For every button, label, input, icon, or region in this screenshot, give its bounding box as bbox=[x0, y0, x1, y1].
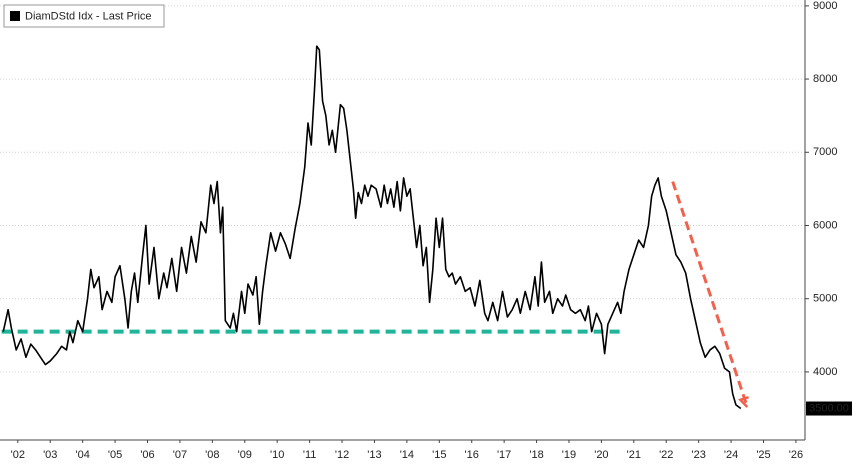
x-tick-label: '26 bbox=[789, 449, 803, 461]
x-tick-label: '07 bbox=[173, 449, 187, 461]
legend-label: DiamDStd Idx - Last Price bbox=[25, 10, 152, 22]
y-tick-label: 9000 bbox=[813, 0, 837, 12]
x-tick-label: '14 bbox=[400, 449, 414, 461]
x-tick-label: '25 bbox=[756, 449, 770, 461]
trend-arrow bbox=[671, 181, 749, 408]
x-tick-label: '22 bbox=[659, 449, 673, 461]
last-price-label: 3500.00 bbox=[809, 402, 849, 414]
legend-box bbox=[3, 4, 165, 28]
y-tick-label: 6000 bbox=[813, 219, 837, 231]
x-tick-label: '09 bbox=[238, 449, 252, 461]
series-line bbox=[2, 45, 742, 410]
arrow-head bbox=[738, 395, 749, 408]
x-tick-label: '06 bbox=[140, 449, 154, 461]
x-tick-label: '04 bbox=[76, 449, 90, 461]
y-tick-label: 8000 bbox=[813, 73, 837, 85]
x-tick-label: '05 bbox=[108, 449, 122, 461]
x-tick-label: '12 bbox=[335, 449, 349, 461]
x-tick-label: '15 bbox=[432, 449, 446, 461]
legend: DiamDStd Idx - Last Price bbox=[3, 4, 165, 28]
x-tick-label: '20 bbox=[594, 449, 608, 461]
x-tick-label: '03 bbox=[43, 449, 57, 461]
x-tick-label: '23 bbox=[691, 449, 705, 461]
x-tick-label: '24 bbox=[724, 449, 738, 461]
x-tick-label: '10 bbox=[270, 449, 284, 461]
y-tick-label: 4000 bbox=[813, 366, 837, 378]
x-tick-label: '19 bbox=[562, 449, 576, 461]
y-tick-label: 7000 bbox=[813, 146, 837, 158]
x-tick-label: '17 bbox=[497, 449, 511, 461]
x-tick-label: '16 bbox=[465, 449, 479, 461]
last-price-box bbox=[806, 401, 852, 416]
x-tick-label: '13 bbox=[367, 449, 381, 461]
legend-swatch bbox=[10, 11, 20, 21]
y-tick-label: 5000 bbox=[813, 293, 837, 305]
x-tick-label: '08 bbox=[205, 449, 219, 461]
x-tick-label: '18 bbox=[529, 449, 543, 461]
x-tick-label: '02 bbox=[11, 449, 25, 461]
x-tick-label: '11 bbox=[303, 449, 317, 461]
x-tick-label: '21 bbox=[627, 449, 641, 461]
